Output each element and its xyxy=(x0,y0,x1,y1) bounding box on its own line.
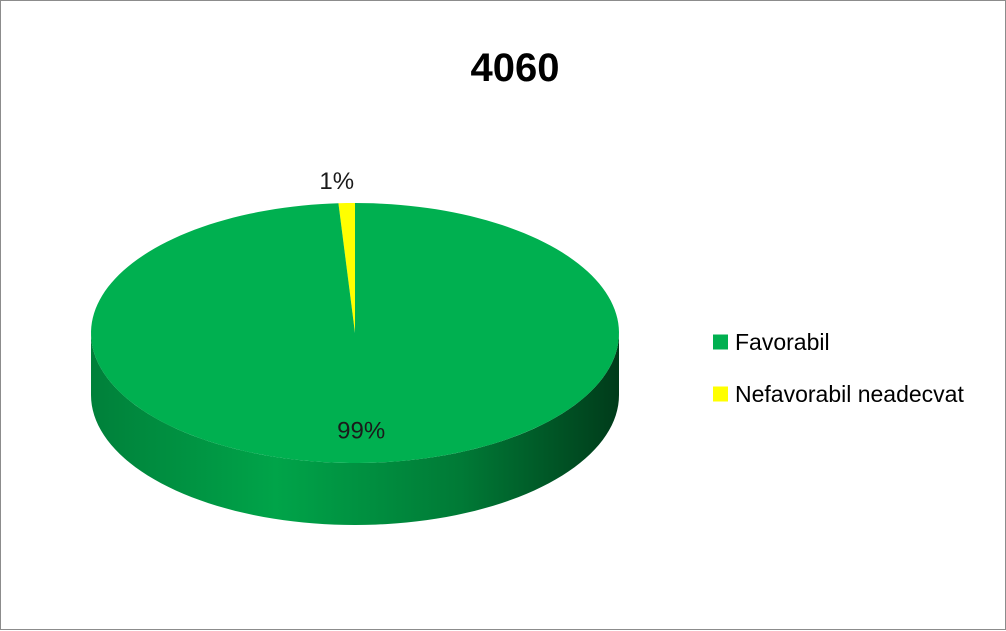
legend-label-nefavorabil-neadecvat: Nefavorabil neadecvat xyxy=(735,381,964,407)
pie-slice-nefavorabil-neadecvat xyxy=(338,203,355,333)
legend-label-favorabil: Favorabil xyxy=(735,329,830,355)
legend-swatch-favorabil xyxy=(713,334,728,350)
legend: Favorabil Nefavorabil neadecvat xyxy=(713,329,964,407)
data-label-nefavorabil-neadecvat: 1% xyxy=(319,168,354,195)
pie-slice-favorabil xyxy=(91,203,619,463)
legend-swatch-nefavorabil-neadecvat xyxy=(713,386,728,402)
pie-group: 1% 99% xyxy=(91,168,619,525)
pie-side-wall xyxy=(91,333,619,525)
chart-title: 4060 xyxy=(471,46,560,90)
data-label-favorabil: 99% xyxy=(337,418,385,445)
